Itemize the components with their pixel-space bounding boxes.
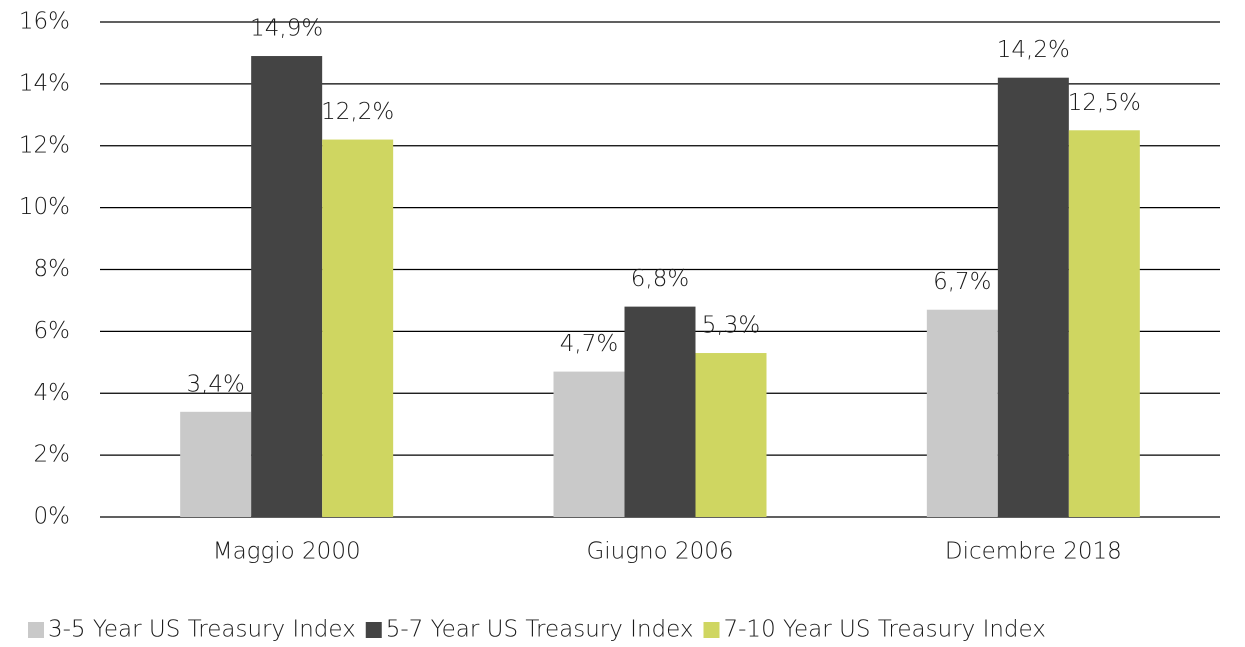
x-tick-label: Maggio 2000 xyxy=(213,539,361,565)
bar xyxy=(695,353,767,517)
y-tick-label: 4% xyxy=(34,380,71,406)
y-tick-label: 2% xyxy=(34,442,71,468)
data-label: 6,8% xyxy=(631,266,689,292)
data-label: 12,5% xyxy=(1068,90,1141,116)
legend-swatch xyxy=(703,622,720,638)
y-tick-label: 14% xyxy=(19,70,70,96)
bar xyxy=(926,309,998,517)
legend-label: 7-10 Year US Treasury Index xyxy=(724,617,1046,643)
data-label: 3,4% xyxy=(186,371,244,397)
legend-label: 5-7 Year US Treasury Index xyxy=(386,617,694,643)
bar xyxy=(180,411,252,517)
data-label: 5,3% xyxy=(702,313,760,339)
bar xyxy=(322,139,394,517)
legend-swatch xyxy=(365,622,382,638)
bar xyxy=(1068,130,1140,517)
data-label: 4,7% xyxy=(560,331,618,357)
bar xyxy=(251,56,323,517)
legend-label: 3-5 Year US Treasury Index xyxy=(48,617,356,643)
y-tick-label: 10% xyxy=(19,194,70,220)
y-tick-label: 12% xyxy=(19,132,70,158)
data-label: 6,7% xyxy=(933,269,991,295)
x-tick-label: Giugno 2006 xyxy=(586,539,733,565)
bar xyxy=(553,371,625,517)
data-label: 14,2% xyxy=(997,37,1070,63)
bar xyxy=(624,306,696,517)
x-tick-label: Dicembre 2018 xyxy=(945,539,1122,565)
legend-swatch xyxy=(28,622,44,638)
y-tick-label: 6% xyxy=(34,318,71,344)
bar xyxy=(997,77,1069,517)
data-label: 12,2% xyxy=(321,99,394,125)
y-tick-label: 0% xyxy=(34,504,71,530)
y-tick-label: 16% xyxy=(19,9,70,35)
y-tick-label: 8% xyxy=(34,256,71,282)
data-label: 14,9% xyxy=(250,16,323,42)
